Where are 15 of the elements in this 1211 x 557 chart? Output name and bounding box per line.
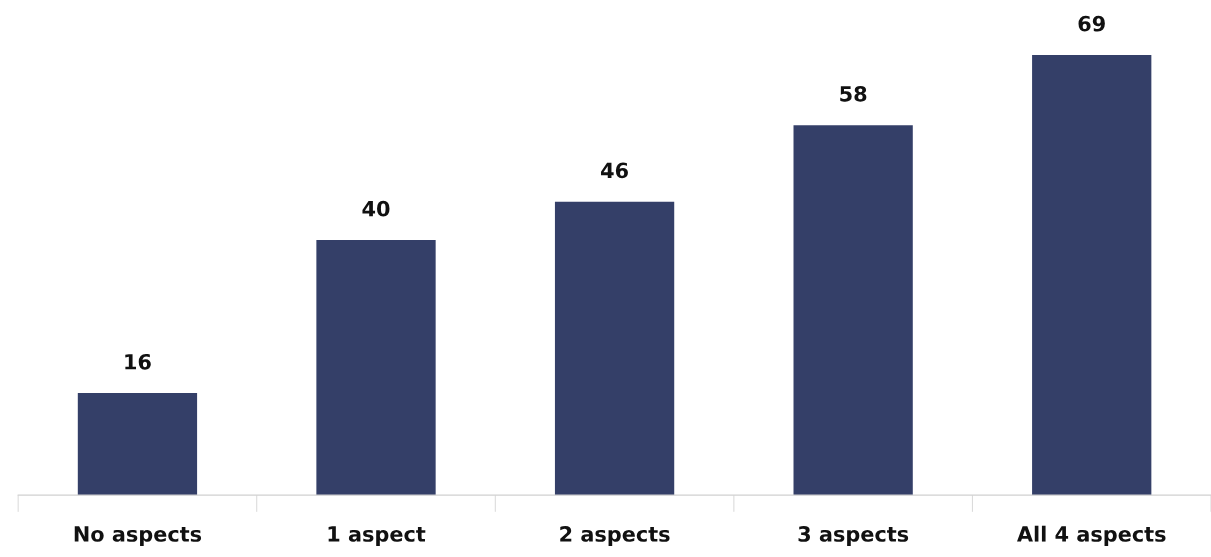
x-tick-label: 3 aspects [798,526,909,546]
data-label: 40 [362,200,390,217]
x-tick-label: No aspects [74,526,202,546]
bar [793,125,913,496]
bar [77,393,198,496]
bar [316,240,436,496]
x-tick-label: 2 aspects [560,526,670,546]
x-tick-label: All 4 aspects [1017,525,1166,546]
data-label: 69 [1078,15,1105,32]
data-label: 16 [125,353,151,370]
bar [554,201,675,496]
bar [1032,55,1152,496]
data-label: 58 [840,85,867,102]
data-label: 46 [601,162,628,179]
x-tick-label: 1 aspect [328,526,426,546]
